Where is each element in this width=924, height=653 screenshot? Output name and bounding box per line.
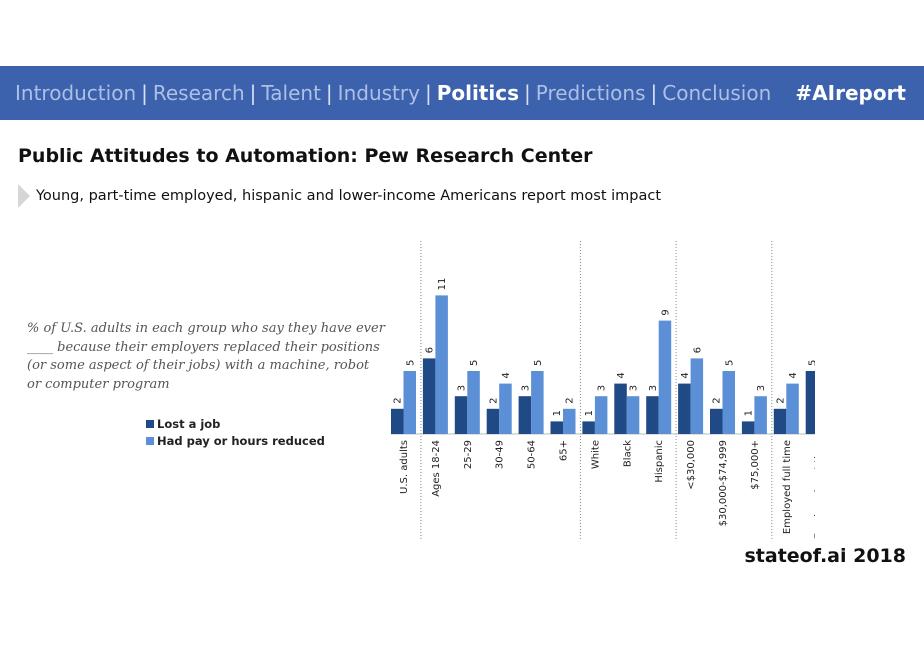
nav-item-introduction[interactable]: Introduction (15, 81, 137, 105)
legend-item-pay-reduced: Had pay or hours reduced (146, 432, 325, 449)
nav-item-industry[interactable]: Industry (337, 81, 420, 105)
bar-lost-job (773, 408, 787, 434)
bar-pay-reduced (467, 371, 480, 434)
category-label: 25-29 (463, 440, 474, 469)
category-label: 30-49 (495, 440, 506, 469)
nav-separator: | (523, 81, 531, 105)
data-label: 2 (488, 397, 499, 403)
legend-swatch-pay-reduced (146, 436, 154, 445)
page-subtitle: Young, part-time employed, hispanic and … (36, 188, 662, 204)
category-label: $30,000-$74,999 (718, 440, 729, 526)
category-label: Hispanic (654, 440, 665, 483)
bar-lost-job (422, 358, 436, 434)
data-label: 5 (469, 360, 480, 366)
nav-separator: | (249, 81, 257, 105)
data-label: 6 (425, 347, 436, 353)
data-label: 1 (584, 410, 595, 416)
bar-pay-reduced (435, 295, 448, 434)
bar-pay-reduced (658, 320, 672, 434)
bar-pay-reduced (626, 396, 640, 434)
bar-pay-reduced (403, 371, 416, 434)
chart-description: % of U.S. adults in each group who say t… (27, 321, 385, 392)
bar-pay-reduced (722, 371, 735, 434)
data-label: 5 (807, 360, 815, 366)
category-label: $75,000+ (750, 440, 761, 490)
category-label: Employed full time (782, 440, 793, 534)
category-label: <$30,000 (686, 440, 697, 490)
data-label: 6 (692, 347, 703, 353)
bar-pay-reduced (499, 383, 512, 434)
data-label: 1 (552, 410, 563, 416)
legend-label-pay-reduced: Had pay or hours reduced (157, 433, 325, 448)
bar-pay-reduced (754, 396, 767, 434)
bar-pay-reduced (531, 371, 544, 434)
section-nav: Introduction | Research | Talent | Industry | Po… (15, 66, 771, 120)
bar-lost-job (646, 396, 659, 434)
top-nav-bar: Introduction | Research | Talent | Industry | Po… (0, 66, 924, 120)
data-label: 3 (629, 385, 640, 391)
data-label: 2 (393, 397, 404, 403)
bar-lost-job (454, 396, 468, 434)
nav-separator: | (141, 81, 148, 105)
bar-lost-job (614, 383, 627, 434)
nav-item-predictions[interactable]: Predictions (535, 81, 646, 105)
category-label: Employed part time (814, 440, 815, 539)
category-label: Black (622, 440, 633, 467)
data-label: 3 (756, 385, 767, 391)
data-label: 1 (744, 410, 755, 416)
legend-item-lost-job: Lost a job (146, 415, 325, 432)
data-label: 3 (520, 385, 531, 391)
data-label: 2 (565, 397, 576, 403)
nav-separator: | (325, 81, 333, 105)
nav-item-politics[interactable]: Politics (436, 81, 519, 105)
bar-pay-reduced (563, 408, 576, 434)
nav-separator: | (424, 81, 432, 105)
category-label: 65+ (559, 440, 570, 461)
data-label: 4 (680, 372, 691, 378)
data-label: 3 (648, 385, 659, 391)
data-label: 5 (533, 360, 544, 366)
data-label: 5 (405, 360, 416, 366)
data-label: 9 (660, 309, 671, 315)
chevron-right-icon (18, 184, 30, 208)
bar-lost-job (710, 408, 723, 434)
nav-item-conclusion[interactable]: Conclusion (662, 81, 772, 105)
bar-lost-job (518, 396, 532, 434)
bar-pay-reduced (690, 358, 704, 434)
legend-label-lost-job: Lost a job (157, 416, 221, 431)
bar-lost-job (741, 421, 755, 434)
data-label: 11 (437, 278, 448, 291)
nav-item-talent[interactable]: Talent (261, 81, 321, 105)
category-label: U.S. adults (399, 440, 410, 494)
footer-brand: stateof.ai 2018 (744, 545, 906, 567)
category-label: 50-64 (527, 440, 538, 469)
data-label: 3 (597, 385, 608, 391)
bar-pay-reduced (594, 396, 608, 434)
data-label: 5 (724, 360, 735, 366)
bar-pay-reduced (786, 383, 799, 434)
hashtag-label: #AIreport (795, 81, 906, 105)
subtitle-row: Young, part-time employed, hispanic and … (18, 184, 661, 208)
nav-separator: | (650, 81, 658, 105)
bar-lost-job (486, 408, 500, 434)
bar-lost-job (582, 421, 595, 434)
bar-lost-job (391, 408, 404, 434)
data-label: 4 (501, 372, 512, 378)
nav-item-research[interactable]: Research (152, 81, 245, 105)
data-label: 2 (712, 397, 723, 403)
category-label: White (590, 440, 601, 469)
chart-legend: Lost a job Had pay or hours reduced (146, 415, 325, 449)
data-label: 2 (776, 397, 787, 403)
bar-lost-job (550, 421, 563, 434)
legend-swatch-lost-job (146, 419, 154, 428)
data-label: 3 (457, 385, 468, 391)
bar-lost-job (678, 383, 691, 434)
data-label: 4 (788, 372, 799, 378)
bar-lost-job (805, 371, 815, 434)
category-label: Ages 18-24 (431, 440, 442, 497)
page-title: Public Attitudes to Automation: Pew Rese… (18, 145, 593, 167)
data-label: 4 (616, 372, 627, 378)
